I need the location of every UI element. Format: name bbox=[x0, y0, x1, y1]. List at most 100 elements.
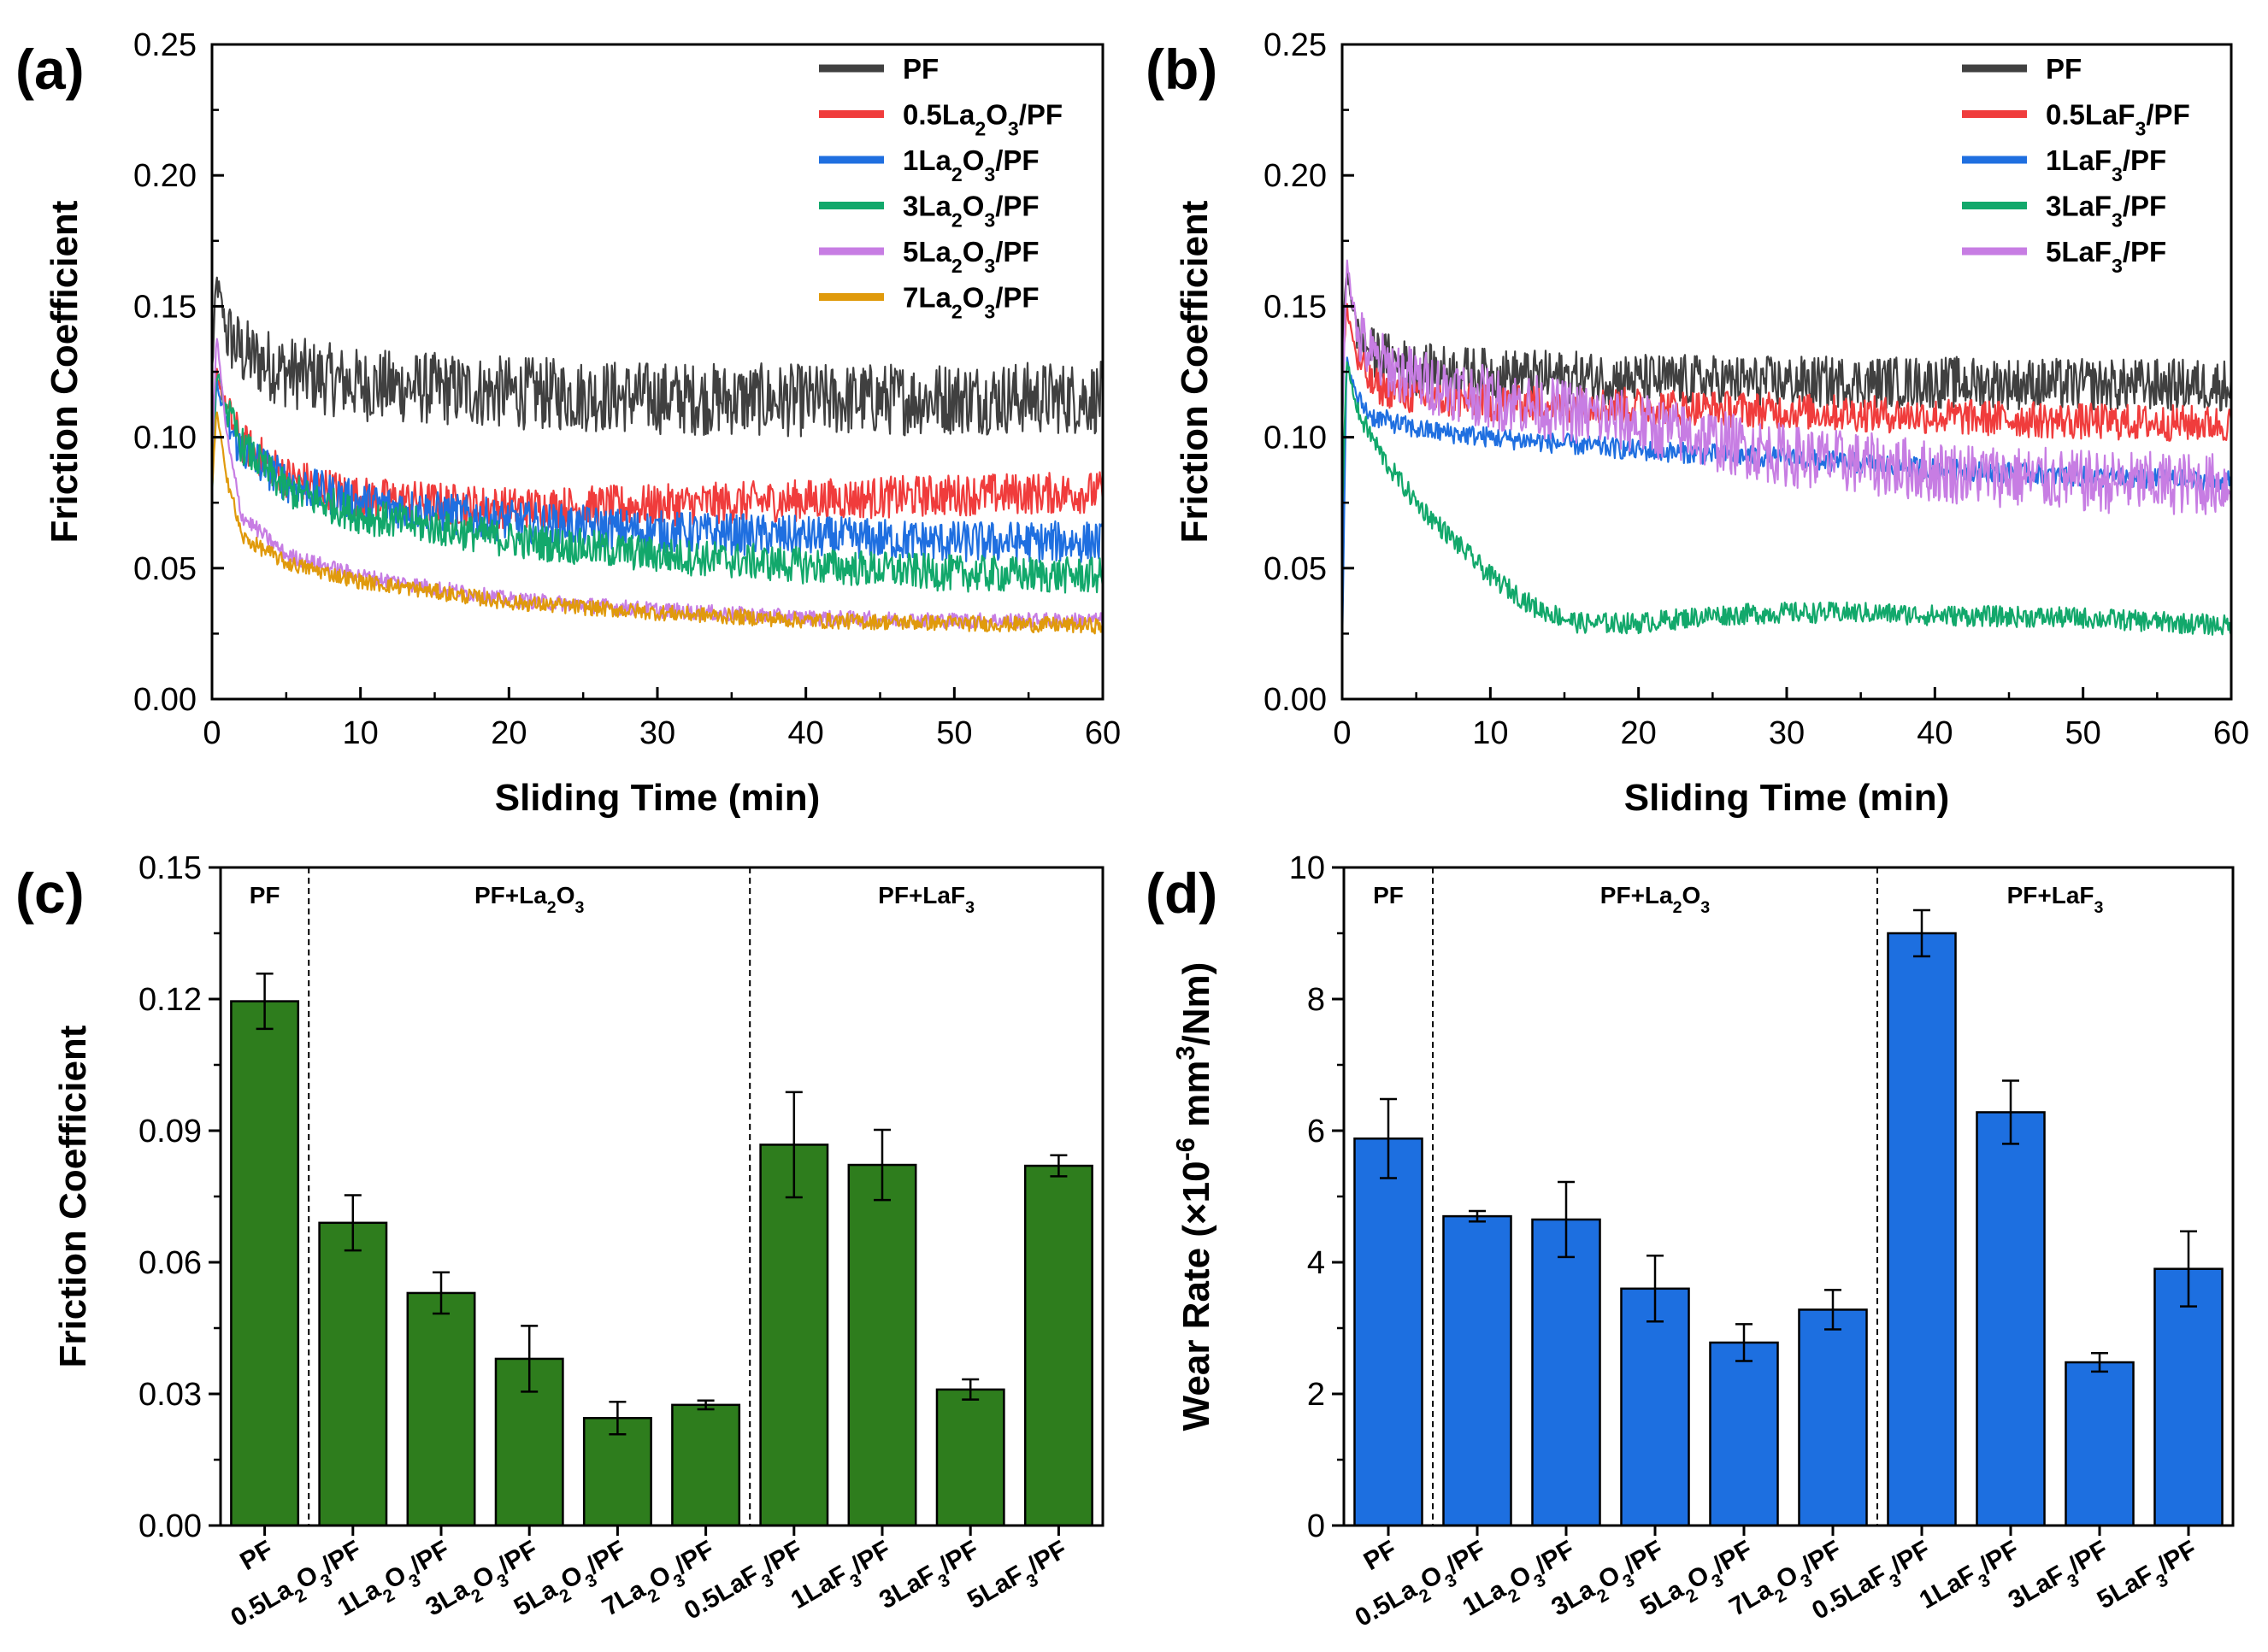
legend-label: 0.5LaF3/PF bbox=[2046, 99, 2190, 140]
group-label: PF bbox=[1373, 882, 1404, 908]
bar bbox=[1353, 1137, 1423, 1527]
legend-label: 1La2O3/PF bbox=[903, 144, 1040, 185]
y-tick-label: 0.25 bbox=[1264, 27, 1327, 63]
panel-a: (a) 0 10 20 30 40 50 60 0.00 0.05 0.10 0.15 0.20 0.25… bbox=[15, 27, 1121, 819]
y-tick-label: 10 bbox=[1289, 850, 1325, 886]
y-tick-label: 8 bbox=[1307, 982, 1325, 1018]
series-line bbox=[210, 276, 1105, 438]
x-tick-label: 3LaF3/PF bbox=[2004, 1535, 2117, 1621]
x-tick-label: 0 bbox=[1333, 715, 1351, 751]
bar bbox=[1023, 1164, 1093, 1527]
series-line bbox=[1340, 271, 2233, 412]
bar bbox=[671, 1403, 741, 1527]
x-tick-label: 1LaF3/PF bbox=[1915, 1535, 2028, 1621]
legend-label: 5La2O3/PF bbox=[903, 236, 1040, 277]
y-tick-label: 6 bbox=[1307, 1114, 1325, 1149]
x-tick-label: PF bbox=[235, 1535, 278, 1576]
x-tick-label: PF bbox=[1359, 1535, 1402, 1576]
panel-label: (d) bbox=[1146, 861, 1217, 925]
bar bbox=[2153, 1267, 2224, 1527]
x-tick-label: 10 bbox=[1472, 715, 1508, 751]
x-tick-label: 30 bbox=[1769, 715, 1805, 751]
panel-label: (b) bbox=[1146, 38, 1217, 101]
panel-label: (c) bbox=[15, 861, 85, 925]
x-tick-label: 20 bbox=[1621, 715, 1657, 751]
legend-label: 0.5La2O3/PF bbox=[903, 99, 1063, 140]
bar bbox=[318, 1221, 388, 1527]
y-tick-label: 0.20 bbox=[1264, 158, 1327, 194]
panel-d: (d) PF PF+La2O3 PF+LaF30246810PF0.5La2O3/PF… bbox=[1146, 850, 2235, 1639]
y-axis-label: Wear Rate (×10-6 mm3/Nm) bbox=[1170, 962, 1218, 1432]
bar bbox=[935, 1388, 1005, 1527]
group-label: PF+LaF3 bbox=[878, 882, 975, 917]
y-axis-label: Friction Coefficient bbox=[44, 200, 85, 543]
y-axis-label: Friction Coefficient bbox=[1174, 200, 1216, 543]
series-line bbox=[1340, 303, 2233, 442]
y-tick-label: 0.00 bbox=[133, 682, 197, 718]
legend-label: 3La2O3/PF bbox=[903, 191, 1040, 232]
x-tick-label: 3LaF3/PF bbox=[875, 1535, 987, 1621]
x-tick-label: 60 bbox=[1085, 715, 1121, 751]
bar bbox=[1442, 1214, 1512, 1527]
bar bbox=[230, 1000, 300, 1527]
legend-label: 7La2O3/PF bbox=[903, 282, 1040, 323]
y-tick-label: 0.03 bbox=[138, 1377, 202, 1413]
y-tick-label: 0.15 bbox=[138, 850, 202, 886]
x-tick-label: 30 bbox=[639, 715, 675, 751]
y-tick-label: 0.00 bbox=[138, 1508, 202, 1544]
legend-label: 5LaF3/PF bbox=[2046, 236, 2166, 277]
bar bbox=[2065, 1361, 2135, 1527]
y-tick-label: 0.09 bbox=[138, 1114, 202, 1149]
y-tick-label: 0.06 bbox=[138, 1245, 202, 1281]
bar bbox=[1531, 1218, 1601, 1527]
x-tick-label: 0 bbox=[203, 715, 221, 751]
y-tick-label: 0.15 bbox=[133, 289, 197, 325]
y-tick-label: 0.15 bbox=[1264, 289, 1327, 325]
bar bbox=[759, 1143, 829, 1527]
bar bbox=[1976, 1111, 2046, 1527]
y-tick-label: 0.25 bbox=[133, 27, 197, 63]
group-label: PF bbox=[250, 882, 280, 908]
x-tick-label: 1LaF3/PF bbox=[786, 1535, 899, 1621]
x-tick-label: 40 bbox=[1917, 715, 1953, 751]
plot-frame bbox=[210, 43, 1105, 701]
bar bbox=[1620, 1287, 1690, 1527]
legend-label: 1LaF3/PF bbox=[2046, 144, 2166, 185]
x-tick-label: 40 bbox=[788, 715, 824, 751]
bar bbox=[406, 1291, 476, 1527]
x-tick-label: 50 bbox=[2065, 715, 2101, 751]
x-axis-label: Sliding Time (min) bbox=[495, 777, 821, 819]
series-line bbox=[210, 373, 1105, 594]
legend-label: 3LaF3/PF bbox=[2046, 191, 2166, 232]
x-tick-label: 5LaF3/PF bbox=[2093, 1535, 2206, 1621]
y-axis-label: Friction Coefficient bbox=[52, 1025, 94, 1367]
group-label: PF+LaF3 bbox=[2007, 882, 2104, 917]
legend-label: PF bbox=[2046, 53, 2082, 85]
bar bbox=[847, 1163, 917, 1527]
y-tick-label: 0.12 bbox=[138, 982, 202, 1018]
bar bbox=[582, 1416, 652, 1527]
y-tick-label: 4 bbox=[1307, 1245, 1325, 1281]
x-tick-label: 60 bbox=[2213, 715, 2249, 751]
x-axis-label: Sliding Time (min) bbox=[1624, 777, 1950, 819]
y-tick-label: 0.00 bbox=[1264, 682, 1327, 718]
x-tick-label: 20 bbox=[491, 715, 527, 751]
x-tick-label: 10 bbox=[343, 715, 379, 751]
bar bbox=[1798, 1308, 1868, 1527]
y-tick-label: 0.10 bbox=[133, 420, 197, 456]
y-tick-label: 2 bbox=[1307, 1377, 1325, 1413]
series-line bbox=[1340, 361, 2233, 636]
bar bbox=[1709, 1341, 1779, 1527]
series-line bbox=[210, 411, 1105, 635]
x-tick-label: 5LaF3/PF bbox=[963, 1535, 1075, 1621]
group-label: PF+La2O3 bbox=[474, 882, 585, 917]
y-tick-label: 0.20 bbox=[133, 158, 197, 194]
y-tick-label: 0 bbox=[1307, 1508, 1325, 1544]
y-tick-label: 0.05 bbox=[1264, 551, 1327, 587]
panel-label: (a) bbox=[15, 38, 85, 101]
series-line bbox=[1340, 259, 2233, 515]
legend-label: PF bbox=[903, 53, 939, 85]
series-line bbox=[210, 367, 1105, 530]
group-label: PF+La2O3 bbox=[1600, 882, 1711, 917]
